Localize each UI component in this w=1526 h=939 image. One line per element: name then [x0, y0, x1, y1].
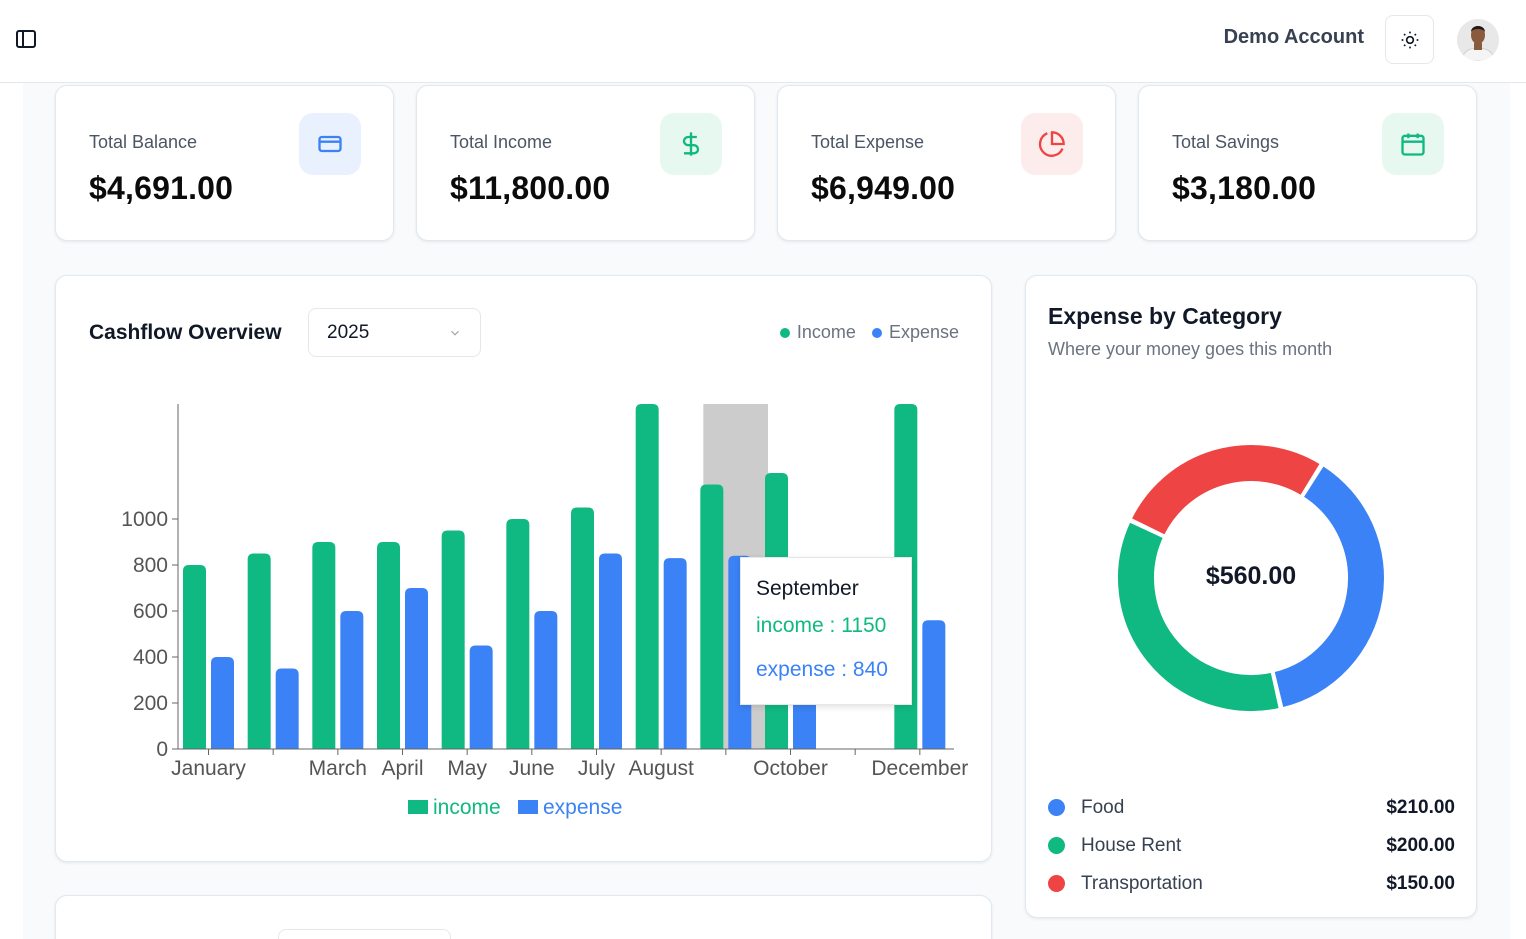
stat-value: $3,180.00 — [1172, 170, 1317, 206]
stat-label: Total Expense — [811, 132, 925, 152]
account-name: Demo Account — [1223, 26, 1364, 48]
category-name: Transportation — [1081, 873, 1203, 894]
x-tick-label: March — [309, 757, 367, 780]
category-dot — [1048, 837, 1065, 854]
credit-card-icon — [299, 113, 361, 175]
y-tick-label: 800 — [133, 554, 168, 577]
category-name: Food — [1081, 797, 1125, 818]
theme-toggle-button[interactable] — [1385, 15, 1434, 64]
category-dot — [1048, 875, 1065, 892]
chart-tooltip: September income : 1150 expense : 840 — [740, 557, 912, 705]
category-amount: $200.00 — [1386, 835, 1455, 856]
secondary-select[interactable] — [278, 929, 451, 939]
bar-income[interactable] — [183, 565, 206, 749]
stat-label: Total Income — [450, 132, 553, 152]
y-tick-label: 1000 — [121, 508, 168, 531]
category-row-transportation: Transportation $150.00 — [1048, 872, 1455, 896]
x-tick-label: April — [381, 757, 423, 780]
x-tick-label: August — [628, 757, 694, 780]
bar-expense[interactable] — [211, 657, 234, 749]
legend-label: Expense — [888, 322, 959, 342]
bar-income[interactable] — [441, 530, 465, 750]
legend-item-income: Income — [779, 322, 856, 343]
bar-expense[interactable] — [469, 645, 493, 750]
expense-category-subtitle: Where your money goes this month — [1048, 339, 1333, 359]
legend-label: expense — [543, 796, 622, 819]
donut-total: $560.00 — [1205, 562, 1297, 590]
cashflow-legend: Income Expense — [779, 322, 959, 343]
expense-category-panel: Expense by Category Where your money goe… — [1025, 275, 1477, 918]
user-avatar[interactable] — [1457, 19, 1499, 61]
legend-item-expense: Expense — [871, 322, 959, 343]
expense-category-title: Expense by Category — [1048, 303, 1282, 329]
legend-label: Income — [796, 322, 856, 342]
year-select[interactable]: 2025 — [308, 308, 481, 357]
stat-value: $11,800.00 — [450, 170, 611, 206]
sidebar-toggle-icon[interactable] — [14, 27, 38, 51]
pie-chart-icon — [1021, 113, 1083, 175]
x-tick-label: May — [447, 757, 487, 780]
bar-expense[interactable] — [340, 611, 364, 749]
dollar-icon — [660, 113, 722, 175]
x-tick-label: October — [753, 757, 828, 780]
bar-expense[interactable] — [663, 558, 687, 749]
stat-card-total-balance: Total Balance $4,691.00 — [55, 85, 394, 241]
tooltip-income: income : 1150 — [756, 614, 887, 637]
bar-expense[interactable] — [275, 668, 299, 750]
category-name: House Rent — [1081, 835, 1182, 856]
bar-income[interactable] — [700, 484, 724, 750]
category-row-house-rent: House Rent $200.00 — [1048, 834, 1455, 858]
donut-slice-transportation[interactable] — [1129, 443, 1323, 537]
category-dot — [1048, 799, 1065, 816]
legend-label: income — [433, 796, 501, 819]
year-select-value: 2025 — [327, 322, 370, 343]
bar-income[interactable] — [635, 404, 659, 749]
donut-slice-house-rent[interactable] — [1116, 520, 1281, 713]
bar-expense[interactable] — [922, 620, 946, 749]
legend-swatch — [408, 800, 428, 814]
secondary-panel — [55, 895, 992, 939]
stat-label: Total Savings — [1172, 132, 1280, 152]
bar-expense[interactable] — [405, 588, 428, 749]
bar-income[interactable] — [377, 542, 400, 749]
expense-donut-chart — [1116, 443, 1386, 713]
bar-income[interactable] — [247, 553, 271, 750]
chevron-down-icon — [451, 330, 459, 336]
category-amount: $150.00 — [1386, 873, 1455, 894]
cashflow-panel: Cashflow Overview 2025 Income Expense 0 2… — [55, 275, 992, 862]
donut-slice-food[interactable] — [1272, 463, 1386, 710]
calendar-icon — [1382, 113, 1444, 175]
tooltip-expense: expense : 840 — [756, 658, 888, 681]
x-tick-label: July — [578, 757, 616, 780]
sun-icon — [1401, 31, 1418, 48]
x-tick-label: June — [509, 757, 555, 780]
bar-expense[interactable] — [534, 611, 558, 749]
cashflow-title: Cashflow Overview — [89, 321, 282, 344]
y-tick-label: 400 — [133, 646, 168, 669]
x-tick-label: December — [871, 757, 968, 780]
category-row-food: Food $210.00 — [1048, 796, 1455, 820]
stat-value: $4,691.00 — [89, 170, 234, 206]
category-amount: $210.00 — [1386, 797, 1455, 818]
legend-swatch — [518, 800, 538, 814]
bar-expense[interactable] — [599, 553, 622, 750]
tooltip-title: September — [756, 577, 859, 600]
bar-income[interactable] — [312, 542, 336, 749]
x-tick-label: January — [171, 757, 246, 780]
y-tick-label: 200 — [133, 692, 168, 715]
legend-dot — [779, 327, 790, 338]
bar-income[interactable] — [571, 507, 594, 750]
stat-label: Total Balance — [89, 132, 198, 152]
stat-value: $6,949.00 — [811, 170, 956, 206]
stat-card-total-income: Total Income $11,800.00 — [416, 85, 755, 241]
legend-dot — [871, 327, 882, 338]
y-tick-label: 0 — [156, 738, 168, 761]
stat-card-total-savings: Total Savings $3,180.00 — [1138, 85, 1477, 241]
top-bar: Demo Account — [0, 0, 1526, 83]
stat-card-total-expense: Total Expense $6,949.00 — [777, 85, 1116, 241]
y-tick-label: 600 — [133, 600, 168, 623]
bar-income[interactable] — [506, 519, 530, 749]
